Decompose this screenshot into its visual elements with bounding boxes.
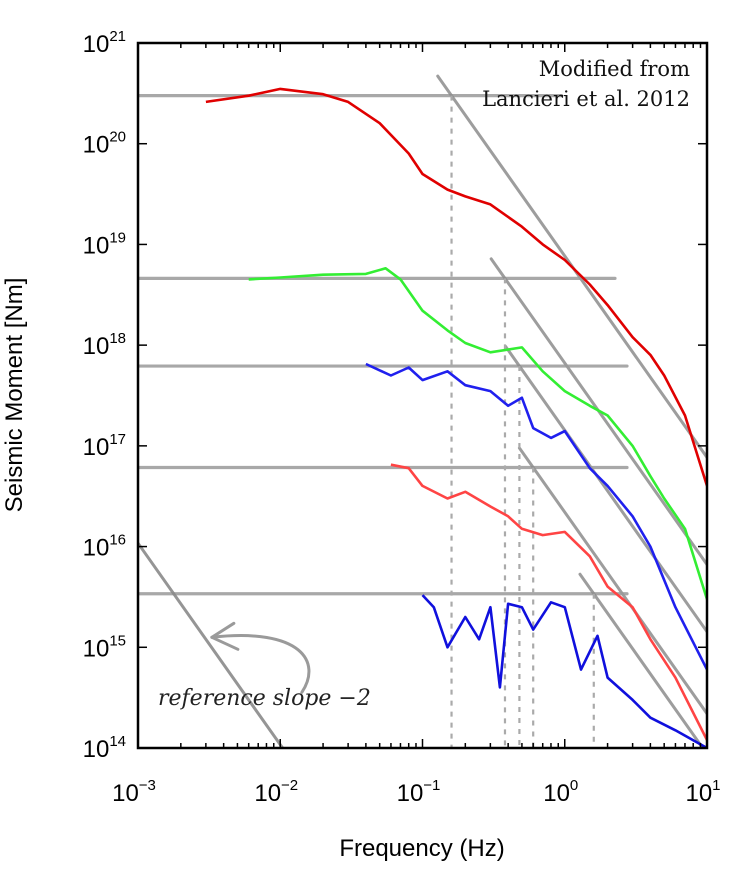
reference-slope-label: reference slope −2 [158, 686, 371, 711]
x-tick-exponent: −1 [423, 777, 440, 794]
corner-frequency-markers [450, 95, 595, 748]
x-tick-label: 10−3 [112, 777, 156, 807]
reference-slope [138, 540, 311, 748]
reference-slope-line [138, 540, 285, 748]
x-axis-title: Frequency (Hz) [339, 835, 504, 862]
y-tick-label: 1019 [83, 229, 126, 259]
model-fit-lines [138, 74, 707, 748]
decay-fit-line [436, 74, 707, 461]
y-tick-label: 1015 [83, 632, 126, 662]
y-tick-exponent: 18 [109, 330, 126, 347]
spectrum-line [248, 267, 707, 600]
decay-fit-line [504, 345, 707, 635]
reference-arrow [210, 634, 311, 694]
y-tick-label: 1017 [83, 431, 126, 461]
y-tick-base: 10 [83, 434, 110, 461]
x-tick-base: 10 [397, 780, 424, 807]
x-tick-label: 10−2 [254, 777, 298, 807]
decay-fit-line [489, 257, 707, 568]
spectrum-line [421, 594, 707, 748]
y-tick-exponent: 19 [109, 229, 126, 246]
x-tick-exponent: 0 [570, 777, 578, 794]
reference-arrow-head [210, 621, 240, 651]
y-tick-base: 10 [83, 736, 110, 763]
x-tick-exponent: −3 [139, 777, 156, 794]
x-tick-base: 10 [112, 780, 139, 807]
x-tick-exponent: −2 [281, 777, 298, 794]
spectrum-line [390, 463, 707, 741]
y-tick-label: 1016 [83, 532, 126, 562]
y-tick-label: 1014 [83, 733, 126, 763]
y-tick-exponent: 16 [109, 532, 126, 549]
y-tick-exponent: 14 [109, 733, 126, 750]
annotation-line-2: Lancieri et al. 2012 [482, 87, 690, 111]
y-tick-base: 10 [83, 132, 110, 159]
y-tick-base: 10 [83, 635, 110, 662]
y-tick-base: 10 [83, 31, 110, 58]
y-tick-label: 1021 [83, 28, 126, 58]
spectra-series [205, 87, 707, 748]
y-tick-exponent: 15 [109, 632, 126, 649]
y-tick-base: 10 [83, 535, 110, 562]
x-tick-label: 101 [685, 777, 720, 807]
x-tick-base: 10 [685, 780, 712, 807]
spectrum-line [365, 362, 707, 671]
y-tick-label: 1020 [83, 129, 126, 159]
axis-ticks [137, 42, 708, 749]
x-tick-exponent: 1 [712, 777, 720, 794]
y-tick-base: 10 [83, 232, 110, 259]
x-tick-base: 10 [254, 780, 281, 807]
y-tick-label: 1018 [83, 330, 126, 360]
y-tick-exponent: 17 [109, 431, 126, 448]
y-tick-base: 10 [83, 333, 110, 360]
x-tick-labels: 10−3 10−2 10−1 100 101 [112, 777, 720, 807]
x-tick-label: 100 [543, 777, 578, 807]
y-tick-exponent: 20 [109, 129, 126, 146]
spectrum-line [205, 87, 707, 487]
decay-fit-line [578, 572, 705, 748]
y-tick-exponent: 21 [109, 28, 126, 45]
x-tick-base: 10 [543, 780, 570, 807]
y-axis-title: Seismic Moment [Nm] [1, 278, 28, 513]
x-tick-label: 10−1 [397, 777, 441, 807]
annotation-line-1: Modified from [539, 57, 690, 81]
